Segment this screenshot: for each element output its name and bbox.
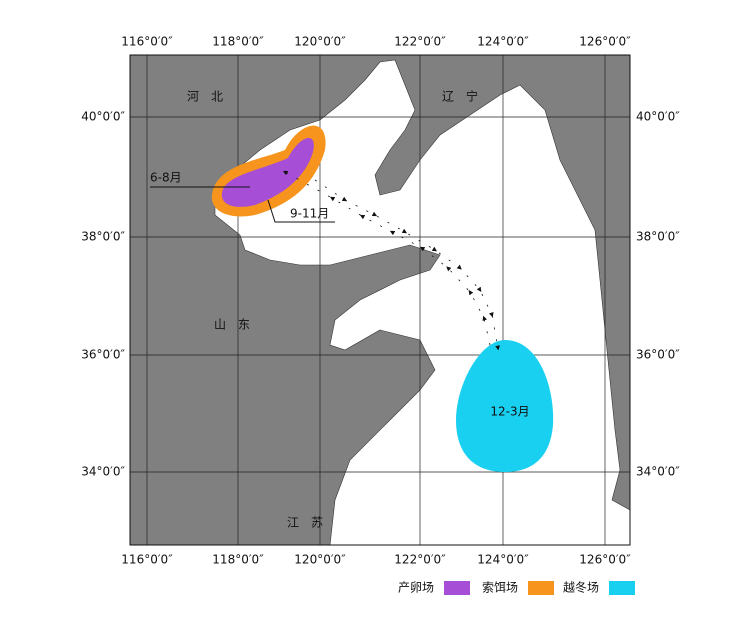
lon-label: 116°0′0″	[121, 35, 173, 49]
lat-label: 36°0′0″	[81, 348, 125, 362]
legend-label: 索饵场	[482, 581, 518, 595]
lon-label: 120°0′0″	[294, 35, 346, 49]
spawning-ground	[221, 137, 314, 207]
legend-label: 产卵场	[398, 581, 434, 595]
lon-label: 116°0′0″	[121, 553, 173, 567]
lat-label: 38°0′0″	[636, 230, 680, 244]
lon-label: 126°0′0″	[579, 35, 631, 49]
lon-label: 124°0′0″	[477, 553, 529, 567]
region-label: 辽 宁	[442, 89, 478, 104]
lon-label: 126°0′0″	[579, 553, 631, 567]
wintering-ground	[456, 340, 554, 472]
lat-label: 34°0′0″	[81, 465, 125, 479]
season-label: 9-11月	[290, 207, 329, 221]
leaders	[150, 186, 335, 223]
legend-swatch	[609, 581, 635, 595]
lat-label: 36°0′0″	[636, 348, 680, 362]
lat-label: 34°0′0″	[636, 465, 680, 479]
legend-swatch	[444, 581, 470, 595]
region-label: 山 东	[214, 318, 250, 332]
legend-label: 越冬场	[563, 580, 599, 595]
region-label: 江 苏	[287, 516, 323, 530]
lon-label: 122°0′0″	[394, 35, 446, 49]
migration-routes	[282, 170, 500, 351]
lat-label: 38°0′0″	[81, 230, 125, 244]
frame	[129, 54, 631, 546]
lat-label: 40°0′0″	[81, 110, 125, 124]
legend: 产卵场 索饵场 越冬场	[398, 580, 635, 595]
lat-label: 40°0′0″	[636, 110, 680, 124]
lon-label: 118°0′0″	[212, 553, 264, 567]
legend-swatch	[528, 581, 554, 595]
lon-label: 122°0′0″	[394, 553, 446, 567]
lon-label: 118°0′0″	[212, 35, 264, 49]
lon-label: 124°0′0″	[477, 35, 529, 49]
season-label: 6-8月	[150, 171, 182, 185]
lon-label: 120°0′0″	[294, 553, 346, 567]
region-label: 河 北	[187, 90, 223, 104]
season-label: 12-3月	[490, 405, 529, 419]
